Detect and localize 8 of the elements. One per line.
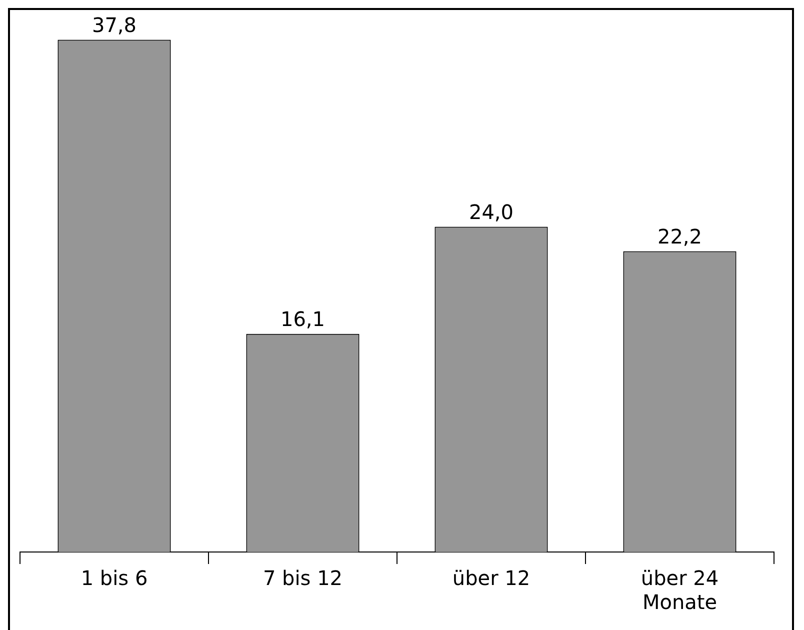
x-tick-label: 1 bis 6 — [80, 566, 148, 590]
data-label: 22,2 — [657, 224, 702, 248]
x-tick-label: 7 bis 12 — [262, 566, 343, 590]
x-tick-label: über 12 — [452, 566, 530, 590]
data-label: 37,8 — [92, 13, 137, 38]
x-tick-label: über 24 Monate — [640, 566, 719, 614]
data-label: 16,1 — [280, 307, 326, 332]
data-label: 24,0 — [468, 200, 514, 224]
